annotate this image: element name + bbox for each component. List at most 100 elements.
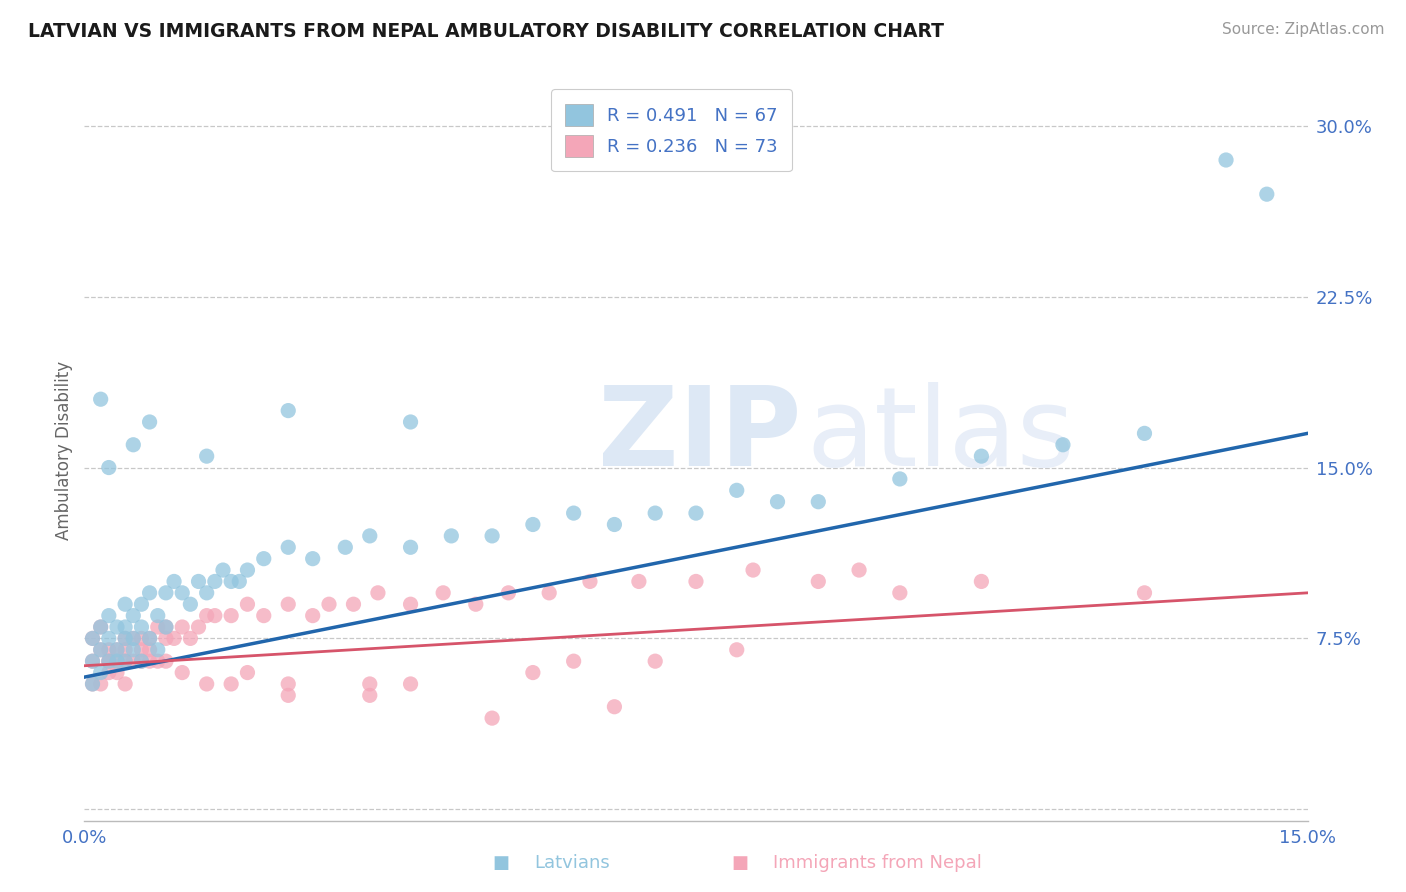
Point [114,620,136,634]
Point [138,654,160,668]
Point [131,642,153,657]
Text: Immigrants from Nepal: Immigrants from Nepal [773,855,983,872]
Point [807,494,830,508]
Point [253,551,276,566]
Point [807,574,830,589]
Point [498,586,520,600]
Point [277,689,299,703]
Point [464,597,486,611]
Point [146,654,169,668]
Point [627,574,650,589]
Point [1133,586,1156,600]
Point [105,654,128,668]
Point [481,529,503,543]
Point [725,483,748,498]
Point [122,632,145,646]
Point [90,620,112,634]
Point [236,597,259,611]
Point [195,449,218,463]
Point [538,586,561,600]
Point [228,574,250,589]
Text: ZIP: ZIP [598,382,801,489]
Point [359,529,381,543]
Point [90,642,112,657]
Point [1133,426,1156,441]
Y-axis label: Ambulatory Disability: Ambulatory Disability [55,361,73,540]
Point [562,654,585,668]
Text: LATVIAN VS IMMIGRANTS FROM NEPAL AMBULATORY DISABILITY CORRELATION CHART: LATVIAN VS IMMIGRANTS FROM NEPAL AMBULAT… [28,22,943,41]
Point [138,642,160,657]
Point [359,689,381,703]
Point [562,506,585,520]
Point [172,586,194,600]
Point [138,415,160,429]
Point [685,574,707,589]
Point [146,608,169,623]
Legend: R = 0.491   N = 67, R = 0.236   N = 73: R = 0.491 N = 67, R = 0.236 N = 73 [551,89,792,171]
Point [163,632,186,646]
Point [179,597,201,611]
Point [90,642,112,657]
Point [97,608,120,623]
Point [195,677,218,691]
Point [399,541,422,555]
Point [90,665,112,680]
Point [122,632,145,646]
Point [644,654,666,668]
Point [90,620,112,634]
Point [82,632,104,646]
Point [155,620,177,634]
Point [236,563,259,577]
Point [335,541,357,555]
Point [114,654,136,668]
Point [301,608,323,623]
Point [97,654,120,668]
Point [114,597,136,611]
Point [114,632,136,646]
Point [195,608,218,623]
Point [742,563,765,577]
Point [122,438,145,452]
Point [277,597,299,611]
Point [277,541,299,555]
Point [219,574,242,589]
Point [644,506,666,520]
Point [114,654,136,668]
Point [131,620,153,634]
Point [122,608,145,623]
Point [172,620,194,634]
Text: ■: ■ [492,855,509,872]
Point [187,620,209,634]
Point [440,529,463,543]
Point [889,472,911,486]
Point [82,654,104,668]
Point [138,632,160,646]
Point [105,642,128,657]
Point [97,642,120,657]
Point [163,574,186,589]
Point [172,665,194,680]
Point [187,574,209,589]
Point [359,677,381,691]
Point [155,586,177,600]
Point [138,632,160,646]
Point [146,642,169,657]
Point [82,677,104,691]
Point [399,597,422,611]
Point [399,677,422,691]
Point [138,586,160,600]
Point [97,654,120,668]
Point [82,654,104,668]
Point [82,632,104,646]
Point [848,563,870,577]
Point [432,586,454,600]
Text: atlas: atlas [806,382,1074,489]
Point [195,586,218,600]
Point [122,642,145,657]
Point [253,608,276,623]
Point [97,665,120,680]
Point [90,392,112,407]
Point [301,551,323,566]
Point [146,620,169,634]
Point [889,586,911,600]
